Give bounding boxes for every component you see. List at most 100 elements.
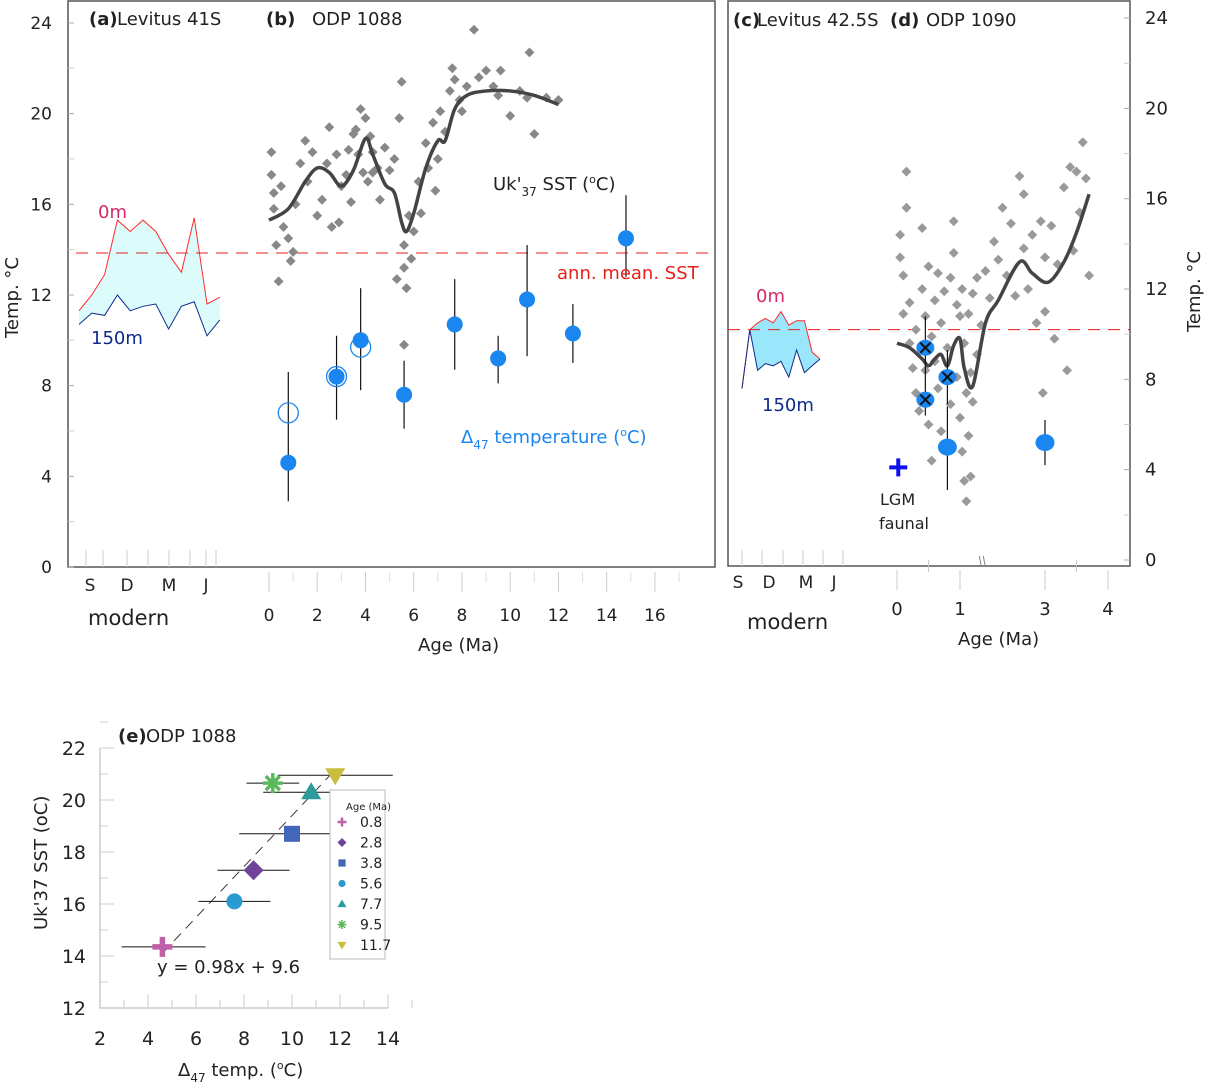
x-tick-label-e: 10 <box>280 1028 304 1050</box>
uk37-point <box>907 363 918 374</box>
y-tick-label-left: 24 <box>30 14 52 34</box>
y-axis-label-right: Temp. °C <box>1184 251 1205 333</box>
uk37-point <box>1058 182 1069 193</box>
uk37-point <box>914 406 924 416</box>
uk37-point <box>948 247 959 258</box>
uk37-point <box>396 76 407 87</box>
y-axis-label-left: Temp. °C <box>2 257 23 339</box>
legend-label: 11.7 <box>360 938 391 954</box>
uk37-point <box>929 295 940 306</box>
y-tick-label-e: 14 <box>62 946 86 968</box>
legend-label: 2.8 <box>360 836 382 852</box>
y-tick-label-e: 18 <box>62 842 86 864</box>
x-tick-label-b: 4 <box>360 606 371 626</box>
x-tick-label-month-c: D <box>762 573 775 593</box>
uk37-point <box>367 167 378 178</box>
uk37-point <box>926 455 937 466</box>
y-tick-label-right: 20 <box>1145 98 1168 119</box>
uk37-point <box>447 63 458 74</box>
axis-break-mark <box>978 555 986 567</box>
x-tick-label-month: S <box>85 576 96 596</box>
uk37-point <box>430 185 441 196</box>
uk37-point <box>457 106 467 117</box>
uk37-point <box>435 106 446 117</box>
y-tick-label-left: 8 <box>41 377 52 397</box>
d47-label: Δ47 temperature (oC) <box>461 426 647 452</box>
x-tick-label-month-c: J <box>830 573 836 593</box>
uk37-point <box>989 236 999 247</box>
uk37-point <box>1049 333 1060 344</box>
uk37-point <box>980 266 991 276</box>
modern-label-a: modern <box>88 606 169 630</box>
uk37-point <box>926 331 937 342</box>
x-tick-label-e: 4 <box>142 1028 154 1050</box>
legend-marker-7-7-icon <box>337 899 347 908</box>
panel-e-title: ODP 1088 <box>146 726 236 747</box>
uk37-point <box>495 65 506 76</box>
uk37-point <box>997 202 1008 213</box>
y-tick-label-e: 16 <box>62 894 86 916</box>
x-tick-label-d: 3 <box>1039 599 1050 620</box>
legend-marker-3-8-icon <box>338 859 346 867</box>
uk37-point <box>461 81 472 92</box>
uk37-point <box>993 254 1004 265</box>
uk37-point <box>1081 173 1091 184</box>
uk37-smooth-curve-d <box>896 193 1091 390</box>
d47-point <box>446 316 463 333</box>
cross-marker-icon <box>919 393 932 406</box>
uk37-point <box>406 253 417 264</box>
legend-label: 9.5 <box>360 918 382 934</box>
y-tick-label-right: 16 <box>1145 189 1168 210</box>
panel-b-tag: (b) <box>266 9 295 30</box>
y-tick-label-left: 4 <box>41 467 52 487</box>
uk37-point <box>481 65 492 76</box>
y-tick-label-e: 12 <box>62 998 86 1020</box>
uk37-point <box>957 446 968 457</box>
series-line-150m-a <box>78 294 221 337</box>
uk37-point <box>939 286 950 297</box>
uk37-point <box>428 117 438 128</box>
d47-point <box>490 350 507 367</box>
panel-d-tag: (d) <box>890 10 919 31</box>
lgm-faunal-plus-marker <box>889 458 908 477</box>
point-age-11-7 <box>325 768 346 786</box>
panel-b-title: ODP 1088 <box>312 9 402 30</box>
legend-marker-5-6-icon <box>338 879 346 888</box>
uk37-point <box>1014 171 1025 182</box>
uk37-point <box>266 147 277 158</box>
uk37-point <box>391 274 402 285</box>
uk37-label: Uk'37 SST (oC) <box>493 173 615 199</box>
uk37-point <box>1031 317 1042 328</box>
legend-label: 7.7 <box>360 897 382 913</box>
cross-marker-icon <box>941 371 954 383</box>
x-tick-label-b: 10 <box>499 606 521 626</box>
x-tick-label-b: 6 <box>408 606 419 626</box>
uk37-point <box>326 222 337 232</box>
uk37-point <box>285 256 296 266</box>
uk37-point <box>961 387 972 398</box>
series-line-150m-c <box>741 329 821 389</box>
uk37-point <box>1035 216 1046 227</box>
point-age-7-7 <box>301 782 322 800</box>
panel-d-title: ODP 1090 <box>926 10 1016 31</box>
uk37-point <box>1062 365 1072 376</box>
x-tick-label-b: 16 <box>644 606 666 626</box>
uk37-point <box>449 74 460 85</box>
uk37-point <box>408 226 419 237</box>
uk37-point <box>961 496 972 507</box>
x-axis-label-b: Age (Ma) <box>418 635 499 656</box>
x-tick-label-e: 14 <box>376 1028 400 1050</box>
d47-open-point <box>277 402 299 424</box>
uk37-point <box>972 272 982 283</box>
uk37-point <box>312 210 323 221</box>
uk37-point <box>933 383 943 394</box>
uk37-point <box>955 412 965 423</box>
panel-c-tag: (c) <box>733 10 760 31</box>
uk37-point <box>317 194 328 205</box>
uk37-point <box>898 308 909 319</box>
uk37-point <box>288 246 299 257</box>
uk37-point <box>917 284 928 294</box>
uk37-point <box>346 197 356 207</box>
panel-ab-frame <box>67 0 716 568</box>
